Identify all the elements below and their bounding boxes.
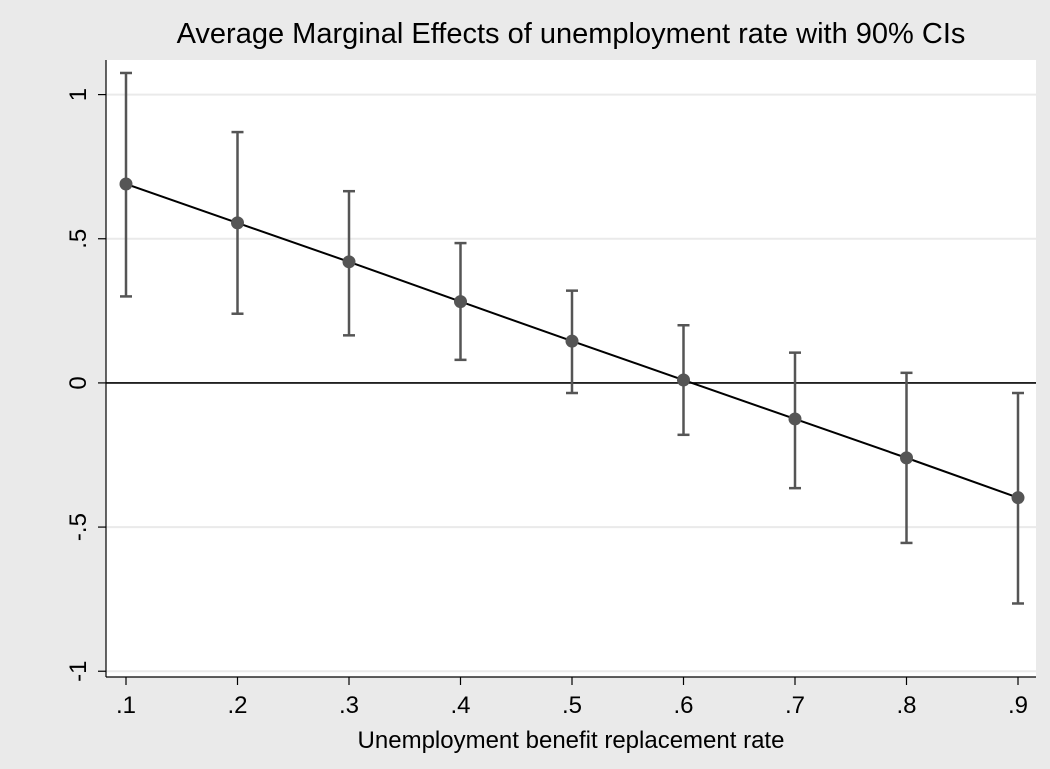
- x-tick-label: .3: [339, 692, 359, 719]
- data-points: [119, 177, 1025, 505]
- chart-title: Average Marginal Effects of unemployment…: [177, 18, 966, 50]
- x-tick-label: .6: [673, 692, 693, 719]
- x-tick-label: .5: [562, 692, 582, 719]
- gridlines: [106, 93, 1036, 673]
- x-tick-label: .1: [116, 692, 136, 719]
- data-point: [342, 255, 356, 269]
- x-tick-label: .9: [1008, 692, 1028, 719]
- y-tick-label: -.5: [65, 513, 92, 541]
- y-tick-label: -1: [65, 661, 92, 682]
- x-tick-label: .7: [785, 692, 805, 719]
- data-point: [119, 177, 133, 191]
- data-point: [454, 295, 467, 309]
- x-tick-label: .4: [450, 692, 470, 719]
- data-point: [788, 412, 802, 426]
- y-tick-label: 1: [65, 88, 92, 101]
- data-point: [677, 373, 690, 387]
- data-point: [231, 216, 244, 230]
- x-tick-label: .2: [227, 692, 247, 719]
- x-axis-label: Unemployment benefit replacement rate: [358, 727, 785, 754]
- axes: -1 -.5 0 .5 1 .1 .2 .3 .4 .5 .6 .7 .8 .9: [65, 60, 1036, 719]
- data-point: [565, 334, 579, 348]
- data-point: [900, 451, 913, 465]
- y-tick-label: 0: [65, 376, 92, 389]
- data-point: [1011, 491, 1025, 505]
- y-tick-label: .5: [65, 229, 92, 249]
- x-tick-label: .8: [896, 692, 916, 719]
